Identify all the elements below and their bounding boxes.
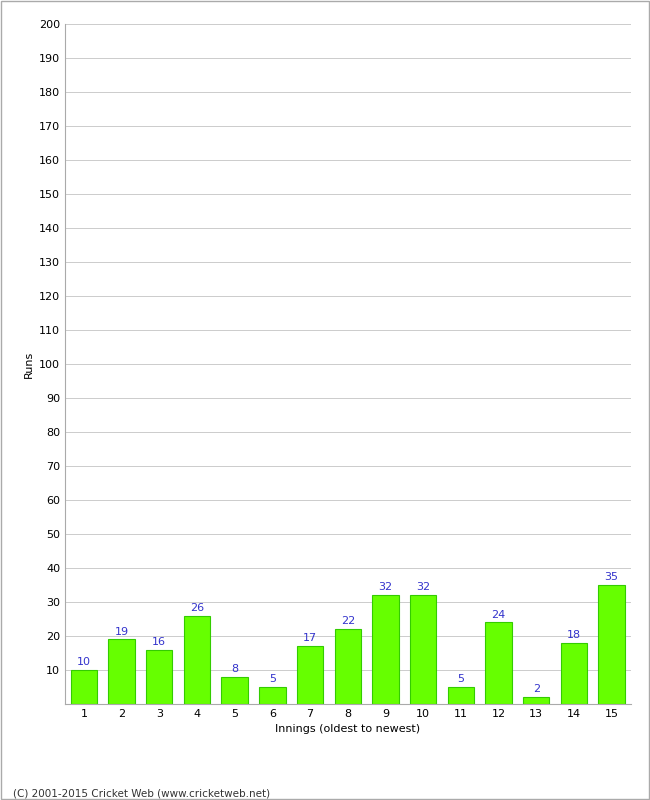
Text: 19: 19: [114, 626, 129, 637]
Text: 5: 5: [269, 674, 276, 684]
Text: 8: 8: [231, 664, 238, 674]
Bar: [523, 697, 549, 704]
Bar: [222, 677, 248, 704]
Bar: [335, 629, 361, 704]
Text: 26: 26: [190, 603, 204, 613]
Text: 32: 32: [378, 582, 393, 593]
Bar: [259, 687, 285, 704]
Bar: [71, 670, 97, 704]
Text: 5: 5: [458, 674, 464, 684]
Bar: [486, 622, 512, 704]
Bar: [146, 650, 172, 704]
Text: 2: 2: [533, 685, 540, 694]
Text: 17: 17: [303, 634, 317, 643]
Bar: [297, 646, 323, 704]
Text: 16: 16: [152, 637, 166, 647]
Bar: [372, 595, 398, 704]
Text: 22: 22: [341, 617, 355, 626]
Bar: [109, 639, 135, 704]
Bar: [561, 643, 587, 704]
Text: 35: 35: [604, 572, 619, 582]
Text: (C) 2001-2015 Cricket Web (www.cricketweb.net): (C) 2001-2015 Cricket Web (www.cricketwe…: [13, 788, 270, 798]
Text: 32: 32: [416, 582, 430, 593]
Text: 10: 10: [77, 658, 91, 667]
Bar: [448, 687, 474, 704]
Bar: [410, 595, 436, 704]
X-axis label: Innings (oldest to newest): Innings (oldest to newest): [275, 725, 421, 734]
Bar: [184, 616, 210, 704]
Y-axis label: Runs: Runs: [23, 350, 33, 378]
Text: 18: 18: [567, 630, 581, 640]
Bar: [599, 585, 625, 704]
Text: 24: 24: [491, 610, 506, 620]
